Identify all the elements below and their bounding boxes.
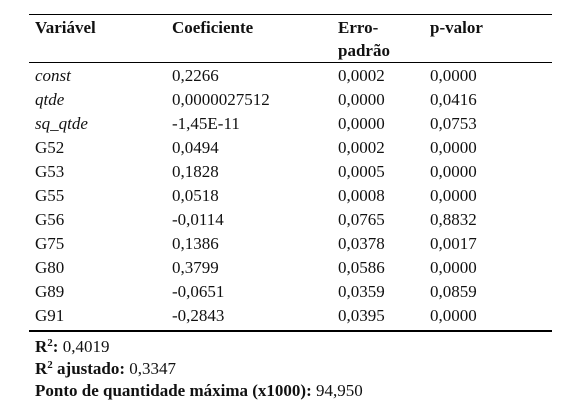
row-var: G56 xyxy=(35,210,65,229)
row-var: G80 xyxy=(35,258,65,277)
header-variavel: Variável xyxy=(35,18,96,37)
row-se: 0,0586 xyxy=(338,258,385,277)
row-se: 0,0005 xyxy=(338,162,385,181)
row-var: G91 xyxy=(35,306,65,325)
max-quantity-label: Ponto de quantidade máxima (x1000): xyxy=(35,381,312,400)
table-bottom-rule xyxy=(29,330,552,332)
r2-adjusted-line: R2 ajustado: 0,3347 xyxy=(35,358,176,380)
row-p: 0,0859 xyxy=(430,282,477,301)
row-coef: 0,1828 xyxy=(172,162,219,181)
row-coef: 0,0494 xyxy=(172,138,219,157)
row-coef: 0,1386 xyxy=(172,234,219,253)
row-se: 0,0378 xyxy=(338,234,385,253)
table-top-rule xyxy=(29,14,552,15)
row-se: 0,0765 xyxy=(338,210,385,229)
row-p: 0,0000 xyxy=(430,186,477,205)
r2-superscript: 2 xyxy=(47,337,53,349)
row-p: 0,0000 xyxy=(430,162,477,181)
row-var: sq_qtde xyxy=(35,114,88,133)
row-se: 0,0000 xyxy=(338,114,385,133)
row-var: G52 xyxy=(35,138,65,157)
max-quantity-value: 94,950 xyxy=(315,381,363,400)
row-var: qtde xyxy=(35,90,65,109)
row-se: 0,0395 xyxy=(338,306,385,325)
r2-colon: : xyxy=(52,337,59,356)
row-coef: 0,3799 xyxy=(172,258,219,277)
row-coef: -1,45E-11 xyxy=(172,114,240,133)
row-var: G89 xyxy=(35,282,65,301)
row-coef: 0,2266 xyxy=(172,66,219,85)
row-p: 0,0017 xyxy=(430,234,477,253)
row-coef: -0,0114 xyxy=(172,210,224,229)
row-coef: 0,0518 xyxy=(172,186,219,205)
row-p: 0,0753 xyxy=(430,114,477,133)
header-padrao: padrão xyxy=(338,41,390,60)
header-coeficiente: Coeficiente xyxy=(172,18,254,37)
r2-value: 0,4019 xyxy=(62,337,110,356)
row-var: G75 xyxy=(35,234,65,253)
header-p-valor: p-valor xyxy=(430,18,483,37)
row-se: 0,0359 xyxy=(338,282,385,301)
r2adj-superscript: 2 xyxy=(47,359,53,371)
r2adj-label-rest: ajustado: xyxy=(57,359,126,378)
row-coef: -0,0651 xyxy=(172,282,225,301)
r2-line: R2: 0,4019 xyxy=(35,336,109,358)
header-erro: Erro- xyxy=(338,18,379,37)
row-coef: -0,2843 xyxy=(172,306,225,325)
r2-label: R xyxy=(35,337,48,356)
header-rule xyxy=(29,62,552,63)
row-se: 0,0002 xyxy=(338,66,385,85)
row-se: 0,0002 xyxy=(338,138,385,157)
row-p: 0,0416 xyxy=(430,90,477,109)
row-se: 0,0000 xyxy=(338,90,385,109)
row-p: 0,0000 xyxy=(430,138,477,157)
row-var: G55 xyxy=(35,186,65,205)
row-p: 0,0000 xyxy=(430,258,477,277)
row-p: 0,8832 xyxy=(430,210,477,229)
r2adj-value: 0,3347 xyxy=(129,359,177,378)
row-p: 0,0000 xyxy=(430,66,477,85)
r2adj-label: R xyxy=(35,359,48,378)
row-se: 0,0008 xyxy=(338,186,385,205)
row-coef: 0,0000027512 xyxy=(172,90,270,109)
row-p: 0,0000 xyxy=(430,306,477,325)
max-quantity-line: Ponto de quantidade máxima (x1000): 94,9… xyxy=(35,380,363,402)
row-var: G53 xyxy=(35,162,65,181)
row-var: const xyxy=(35,66,71,85)
